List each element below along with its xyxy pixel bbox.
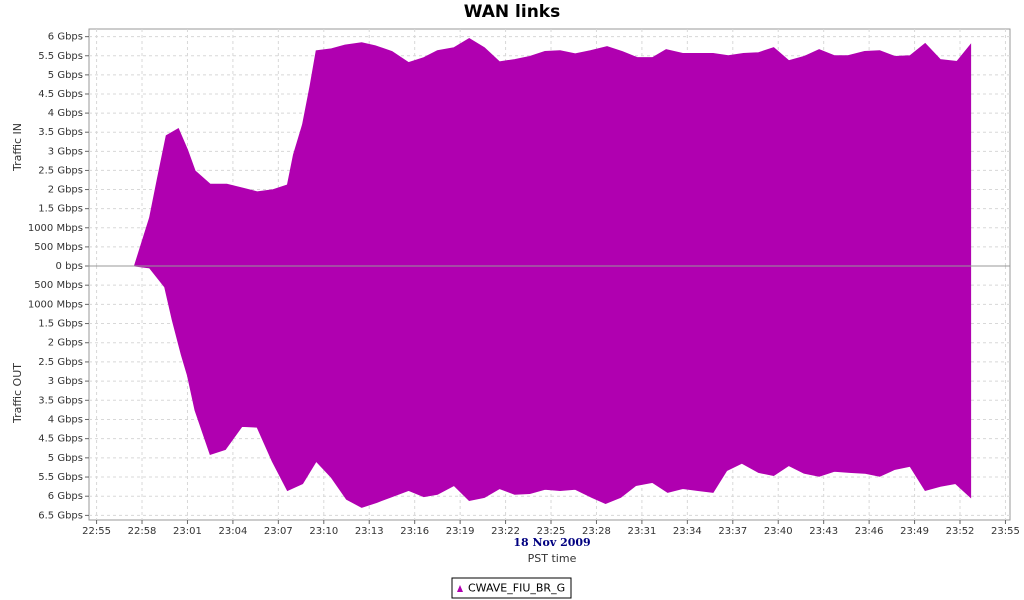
legend-box — [451, 577, 572, 599]
x-tick-label: 23:16 — [400, 526, 429, 537]
x-tick-label: 23:19 — [446, 526, 475, 537]
x-tick-label: 23:01 — [173, 526, 202, 537]
y-tick-label: 6 Gbps — [48, 491, 83, 502]
x-tick-label: 23:31 — [627, 526, 656, 537]
y-tick-label: 4.5 Gbps — [38, 434, 83, 445]
x-tick-label: 22:58 — [128, 526, 157, 537]
y-tick-label: 3.5 Gbps — [38, 127, 83, 138]
legend-swatch — [457, 585, 463, 592]
x-tick-label: 23:55 — [991, 526, 1020, 537]
x-tick-label: 23:04 — [218, 526, 247, 537]
chart-title: WAN links — [464, 2, 560, 22]
y-tick-label: 6.5 Gbps — [38, 510, 83, 521]
x-tick-label: 23:52 — [946, 526, 975, 537]
x-tick-label: 23:43 — [809, 526, 838, 537]
y-tick-label: 1000 Mbps — [28, 223, 83, 234]
y-tick-label: 1000 Mbps — [28, 299, 83, 310]
x-tick-label: 23:49 — [900, 526, 929, 537]
y-tick-label: 5 Gbps — [48, 70, 83, 81]
x-tick-label: 23:46 — [855, 526, 884, 537]
x-tick-label: 23:25 — [537, 526, 566, 537]
area — [134, 265, 972, 508]
y-tick-label: 6 Gbps — [48, 32, 83, 43]
y-tick-label: 1.5 Gbps — [38, 319, 83, 330]
y-tick-label: 2.5 Gbps — [38, 165, 83, 176]
x-tick-label: 23:07 — [264, 526, 293, 537]
y-tick-label: 5.5 Gbps — [38, 472, 83, 483]
x-tick-label: 23:40 — [764, 526, 793, 537]
y-tick-label: 3.5 Gbps — [38, 395, 83, 406]
y-tick-label: 2.5 Gbps — [38, 357, 83, 368]
y-tick-label: 2 Gbps — [48, 185, 83, 196]
y-tick-label: 3 Gbps — [48, 376, 83, 387]
y-tick-label: 5 Gbps — [48, 453, 83, 464]
y-axis-label: Traffic OUT — [11, 363, 24, 424]
x-tick-label: 23:37 — [718, 526, 747, 537]
y-tick-label: 3 Gbps — [48, 146, 83, 157]
x-tick-label: 23:28 — [582, 526, 611, 537]
x-tick-label: 23:13 — [355, 526, 384, 537]
x-axis-label: PST time — [528, 552, 577, 565]
x-tick-label: 23:22 — [491, 526, 520, 537]
area — [133, 37, 972, 267]
y-tick-label: 4.5 Gbps — [38, 89, 83, 100]
y-axis-label: Traffic IN — [11, 123, 24, 172]
y-tick-label: 2 Gbps — [48, 338, 83, 349]
y-tick-label: 1.5 Gbps — [38, 204, 83, 215]
legend-label: CWAVE_FIU_BR_G — [468, 582, 565, 595]
y-tick-label: 5.5 Gbps — [38, 51, 83, 62]
x-tick-label: 23:34 — [673, 526, 702, 537]
date-label: 18 Nov 2009 — [513, 536, 590, 549]
y-tick-label: 4 Gbps — [48, 414, 83, 425]
y-tick-label: 500 Mbps — [34, 280, 83, 291]
y-tick-label: 4 Gbps — [48, 108, 83, 119]
x-tick-label: 22:55 — [82, 526, 111, 537]
y-tick-label: 0 bps — [56, 261, 83, 272]
y-tick-label: 500 Mbps — [34, 242, 83, 253]
x-tick-label: 23:10 — [309, 526, 338, 537]
